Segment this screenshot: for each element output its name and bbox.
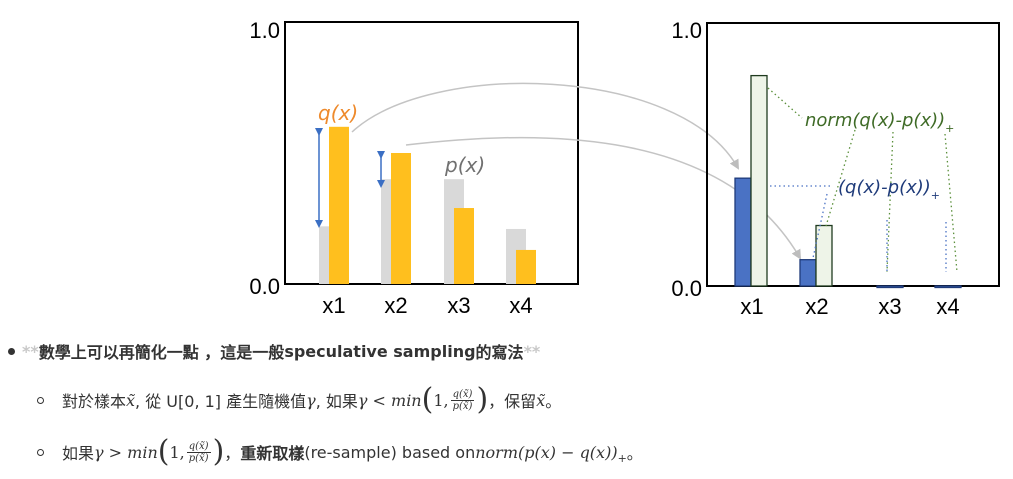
note-2-one: 1, bbox=[433, 390, 449, 410]
note-2-num: q(x̃) bbox=[450, 388, 475, 401]
bullet-dot bbox=[8, 348, 15, 355]
note-2-den: p(x̃) bbox=[452, 400, 473, 412]
note-3-cond: γ > min bbox=[94, 442, 158, 462]
diff-bar-x4 bbox=[934, 285, 962, 289]
left-bars bbox=[319, 126, 536, 284]
sampling-figure: 1.0 0.0 x1 x2 x3 x4 q(x) p(x) 1.0 0.0 x1… bbox=[249, 18, 1000, 319]
md-open: ** bbox=[22, 341, 39, 361]
note-2-t3: , 如果 bbox=[315, 392, 358, 411]
sub-bullet-circle-2 bbox=[37, 449, 44, 456]
left-x-tick-x1: x1 bbox=[322, 293, 345, 318]
md-close: ** bbox=[523, 341, 541, 361]
left-chart: 1.0 0.0 x1 x2 x3 x4 q(x) p(x) bbox=[249, 18, 579, 318]
right-x-ticks: x1 x2 x3 x4 bbox=[740, 294, 959, 319]
left-y-bottom-label: 0.0 bbox=[249, 274, 280, 299]
note-3-t1: 如果 bbox=[62, 444, 95, 463]
right-y-bottom-label: 0.0 bbox=[671, 276, 702, 301]
note-2-t4: ，保留 bbox=[488, 392, 537, 411]
note-1-after: 的寫法 bbox=[475, 343, 524, 362]
p-label: p(x) bbox=[444, 153, 485, 177]
note-2-t2: , 從 U[0, 1] 產生隨機值 bbox=[135, 392, 307, 411]
note-3-t2: ， bbox=[224, 444, 241, 463]
right-chart: 1.0 0.0 x1 x2 x3 x4 norm(q(x)-p(x))+ (q(… bbox=[671, 18, 1000, 319]
note-2-gamma: γ bbox=[306, 390, 316, 410]
note-3-one: 1, bbox=[169, 442, 185, 462]
right-x-tick-x1: x1 bbox=[740, 294, 763, 319]
note-line-1: ** 數學上可以再簡化一點 ，這是一般 speculative sampling… bbox=[0, 338, 540, 364]
norm-label: norm(q(x)-p(x))+ bbox=[805, 110, 954, 135]
q-bar-x4 bbox=[516, 249, 536, 284]
note-2-rparen: ) bbox=[476, 382, 489, 417]
note-3-fraction: q(x̃) p(x̃) bbox=[186, 440, 211, 464]
note-2-t1: 對於樣本 bbox=[62, 392, 127, 411]
left-x-tick-x2: x2 bbox=[384, 293, 407, 318]
note-3-bold: 重新取樣 bbox=[240, 444, 305, 463]
note-2-xtilde: x̃ bbox=[126, 390, 136, 410]
diff-bar-x3 bbox=[876, 285, 904, 289]
diff-bar-x2 bbox=[799, 259, 817, 287]
left-chart-frame bbox=[284, 21, 579, 285]
diff-bar-x1 bbox=[734, 177, 752, 287]
q-bar-x2 bbox=[391, 153, 411, 284]
norm-leaders bbox=[767, 87, 958, 273]
q-bar-x3 bbox=[454, 208, 474, 284]
diff-label: (q(x)-p(x))+ bbox=[838, 177, 940, 202]
note-2-lparen: ( bbox=[421, 382, 434, 417]
note-3-lparen: ( bbox=[157, 434, 170, 469]
q-bar-x1 bbox=[329, 126, 349, 284]
note-2-cond: γ < min bbox=[357, 390, 422, 410]
note-2-t5: 。 bbox=[545, 392, 562, 411]
note-3-math: norm(p(x) − q(x)) bbox=[475, 442, 618, 462]
note-1-bold: speculative sampling bbox=[284, 341, 476, 361]
note-3-rparen: ) bbox=[212, 434, 225, 469]
left-y-top-label: 1.0 bbox=[249, 18, 280, 43]
left-x-tick-x4: x4 bbox=[509, 293, 532, 318]
left-x-ticks: x1 x2 x3 x4 bbox=[322, 293, 532, 318]
note-2-fraction: q(x̃) p(x̃) bbox=[450, 388, 475, 412]
left-x-tick-x3: x3 bbox=[447, 293, 470, 318]
note-line-3: 如果 γ > min ( 1, q(x̃) p(x̃) ) ， 重新取樣 (re… bbox=[0, 434, 643, 470]
norm-bar-x2 bbox=[815, 224, 833, 287]
sub-bullet-circle bbox=[37, 397, 44, 404]
note-line-2: 對於樣本 x̃ , 從 U[0, 1] 產生隨機值 γ , 如果 γ < min… bbox=[0, 382, 561, 418]
diff-leaders bbox=[770, 185, 947, 272]
note-3-den: p(x̃) bbox=[188, 452, 209, 464]
note-1-text: 數學上可以再簡化一點 ，這是一般 bbox=[38, 343, 285, 362]
note-3-t4: 。 bbox=[626, 444, 643, 463]
note-3-num: q(x̃) bbox=[186, 440, 211, 453]
right-x-tick-x2: x2 bbox=[805, 294, 828, 319]
right-chart-frame bbox=[706, 22, 1000, 287]
q-label: q(x) bbox=[318, 101, 358, 125]
right-x-tick-x4: x4 bbox=[936, 294, 959, 319]
note-2-xtilde-2: x̃ bbox=[536, 390, 546, 410]
right-bars bbox=[734, 74, 962, 289]
right-y-top-label: 1.0 bbox=[671, 18, 702, 43]
norm-bar-x1 bbox=[750, 74, 768, 287]
note-3-sub: + bbox=[617, 451, 627, 465]
note-3-t3: (re-sample) based on bbox=[304, 442, 476, 462]
mapping-arrow-x1 bbox=[351, 82, 739, 170]
right-x-tick-x3: x3 bbox=[878, 294, 901, 319]
